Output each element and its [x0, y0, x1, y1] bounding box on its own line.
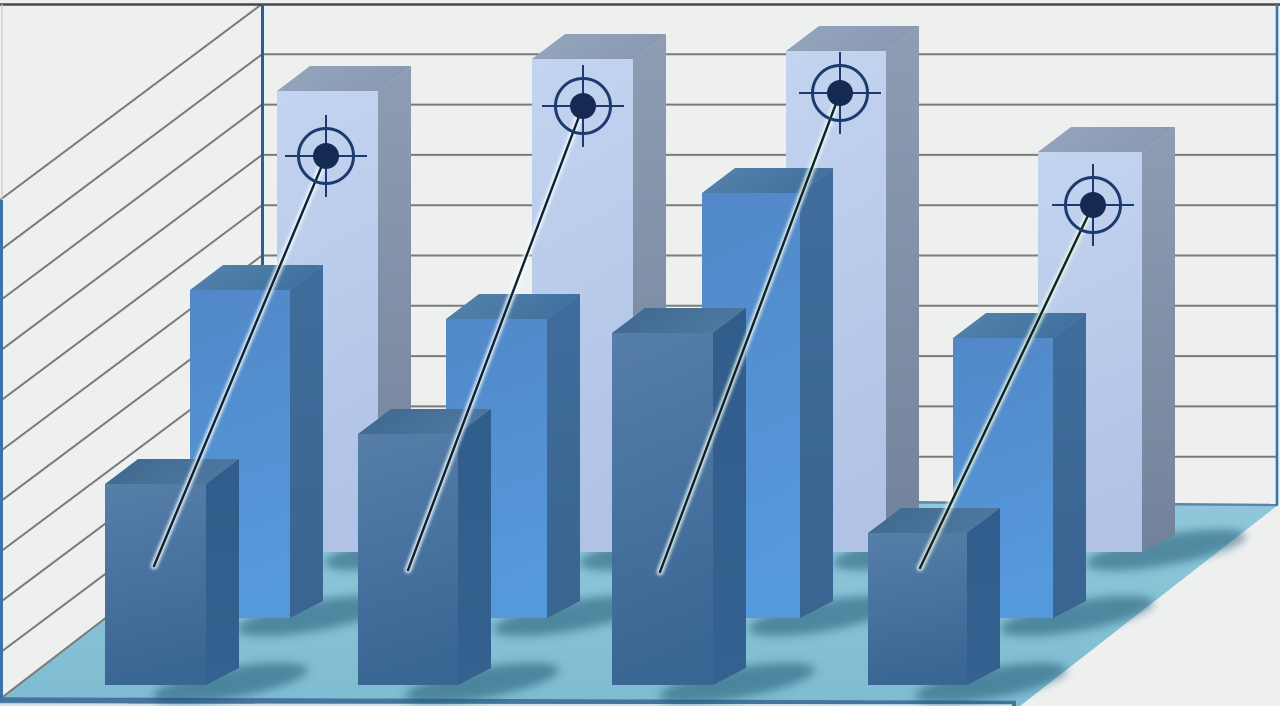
bar-top-front-2	[358, 409, 491, 434]
bar-shadow-middle	[748, 596, 900, 636]
bar-face-front-3	[612, 333, 713, 685]
bar-top-middle-2	[446, 294, 580, 319]
bar-side-middle-2	[547, 294, 580, 618]
target-ring-1	[297, 127, 355, 185]
left-wall-gridline	[0, 103, 263, 302]
bar-side-front-1	[206, 459, 239, 685]
bar-face-front-1	[105, 484, 206, 685]
bar-top-middle-1	[190, 265, 323, 290]
target-ring-3	[811, 64, 869, 122]
bar-shadow-back	[1086, 529, 1246, 571]
bar-side-front-4	[967, 508, 1000, 685]
connector-line-3	[658, 91, 842, 574]
bar-shadow-front	[152, 662, 308, 704]
bar-top-front-4	[868, 508, 1000, 533]
bar-side-middle-3	[800, 168, 833, 618]
bar-top-back-3	[786, 26, 919, 51]
bar-shadow-front	[914, 663, 1068, 703]
bar-shadow-middle	[1000, 595, 1154, 637]
bar-shadow-front	[659, 662, 815, 704]
bar-top-back-2	[532, 34, 666, 59]
bar-face-front-4	[868, 533, 967, 685]
bar-top-back-1	[277, 66, 411, 91]
target-dot-1	[313, 143, 339, 169]
bar-top-middle-4	[953, 313, 1086, 338]
bar-shadow-middle	[493, 595, 649, 637]
bar-top-back-4	[1038, 127, 1175, 152]
connector-line-4	[918, 203, 1095, 570]
left-wall-gridline	[0, 53, 263, 252]
bar-top-front-1	[105, 459, 239, 484]
target-dot-2	[570, 93, 596, 119]
target-ring-4	[1064, 176, 1122, 234]
bar-top-front-3	[612, 308, 746, 333]
connector-line-2	[406, 104, 585, 572]
bar-side-middle-1	[290, 265, 323, 618]
bar-shadow-middle	[237, 595, 391, 637]
bar-side-back-3	[886, 26, 919, 552]
bar-shadow-front	[405, 662, 559, 704]
bar-side-middle-4	[1053, 313, 1086, 618]
bar-side-front-2	[458, 409, 491, 685]
connector-line-1	[152, 154, 328, 568]
target-ring-2	[554, 77, 612, 135]
target-dot-3	[827, 80, 853, 106]
floor-front-band	[0, 697, 1017, 706]
bar-top-middle-3	[702, 168, 833, 193]
left-wall-gridline	[0, 204, 263, 403]
left-wall-gridline	[0, 154, 263, 352]
left-wall-top-edge	[0, 3, 263, 201]
floor-bottom-rim	[0, 703, 1013, 706]
target-dot-4	[1080, 192, 1106, 218]
bar-side-back-4	[1142, 127, 1175, 552]
